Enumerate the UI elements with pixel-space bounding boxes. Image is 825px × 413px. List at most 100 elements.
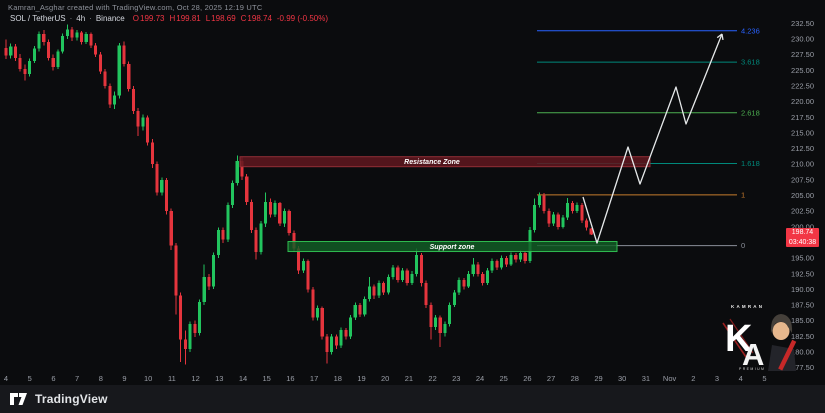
price-axis-label: 177.50 (791, 363, 814, 372)
red-slash-icon (729, 318, 754, 354)
red-slash-icon (722, 322, 747, 358)
candle-body (42, 33, 46, 43)
price-axis-label: 210.00 (791, 160, 814, 169)
time-axis-label: 21 (405, 374, 413, 383)
fib-label-1: 1 (741, 190, 745, 199)
legend-separator: · (89, 14, 92, 23)
candle-body (56, 51, 60, 68)
candlestick-series (4, 24, 593, 365)
candle-body (94, 45, 98, 55)
time-axis-label: 20 (381, 374, 389, 383)
candle-body (367, 286, 371, 299)
candle-body (523, 253, 527, 262)
candle-body (320, 308, 324, 337)
candle-body (485, 270, 489, 284)
candle-body (164, 179, 169, 212)
time-axis-label: 26 (523, 374, 531, 383)
candle-body (141, 117, 145, 127)
candle-body (197, 301, 202, 334)
candle-body (131, 89, 135, 111)
zone-label: Resistance Zone (404, 159, 460, 166)
time-axis-label: 15 (263, 374, 271, 383)
interval-label[interactable]: 4h (76, 14, 86, 23)
candle-body (334, 336, 338, 346)
candle-body (113, 95, 117, 105)
time-axis[interactable]: 4 5 6 7 8 9 10 11 12 13 14 15 16 17 18 19 20 21 22 23 24 25 26… (4, 374, 767, 383)
price-axis-label: 225.00 (791, 66, 814, 75)
candle-body (278, 203, 282, 224)
candle-body (193, 323, 197, 334)
fib-label-2.618: 2.618 (741, 108, 760, 117)
support-zone-rect[interactable]: Support zone (287, 241, 618, 253)
candle-body (301, 261, 305, 271)
candle-body (259, 223, 263, 252)
candle-body (46, 42, 51, 58)
resistance-zone[interactable] (239, 156, 651, 168)
projection-arrow[interactable] (582, 33, 724, 244)
candle-body (235, 161, 239, 183)
time-axis-label: 30 (618, 374, 626, 383)
price-axis-label: 205.00 (791, 191, 814, 200)
candle-body (377, 283, 381, 296)
candle-body (202, 276, 206, 302)
close-label: C (240, 14, 247, 23)
symbol-name[interactable]: SOL / TetherUS (10, 14, 66, 23)
candle-body (372, 286, 376, 296)
candle-body (84, 33, 88, 43)
candle-body (150, 142, 154, 165)
candle-body (207, 276, 211, 287)
watermark-letter-k: K (725, 318, 753, 360)
low-label: L (205, 14, 211, 23)
candle-body (122, 45, 126, 65)
candle-body (297, 248, 301, 271)
candle-body (490, 261, 494, 271)
candle-body (169, 211, 173, 246)
candle-body (457, 280, 461, 293)
candle-body (481, 273, 485, 284)
candle-body (65, 29, 69, 36)
price-axis-label: 180.00 (791, 348, 814, 357)
candle-body (98, 54, 102, 72)
candle-body (448, 305, 452, 324)
candle-body (363, 298, 367, 315)
candle-body (240, 161, 244, 177)
candle-body (23, 69, 27, 75)
time-axis-label: 23 (452, 374, 460, 383)
candle-body (216, 229, 220, 255)
candle-body (386, 276, 390, 293)
candle-body (212, 254, 216, 287)
candle-body (391, 267, 395, 277)
candle-body (424, 283, 428, 306)
support-zone[interactable] (287, 241, 618, 253)
candle-body (551, 214, 556, 224)
candle-body (70, 29, 74, 38)
candle-body (311, 289, 315, 318)
candle-body (136, 110, 140, 127)
low-value: 198.69 (211, 14, 236, 23)
candle-body (221, 229, 225, 240)
candle-body (51, 57, 55, 68)
price-axis-label: 227.50 (791, 50, 814, 59)
candle-body (349, 317, 353, 337)
candle-body (504, 258, 508, 265)
candle-body (18, 57, 22, 70)
time-axis-label: 9 (122, 374, 126, 383)
candle-body (509, 254, 513, 265)
character-hair (770, 314, 793, 333)
time-axis-label: 5 (762, 374, 766, 383)
tradingview-brand-text[interactable]: TradingView (35, 392, 108, 406)
time-axis-label: 7 (75, 374, 79, 383)
watermark-name-text: KAMRAN (731, 304, 765, 309)
candle-body (396, 267, 400, 281)
resistance-zone-rect[interactable]: Resistance Zone (239, 156, 651, 168)
high-value: 199.81 (176, 14, 201, 23)
fib-label-4.236: 4.236 (741, 26, 760, 35)
time-axis-label: 22 (428, 374, 436, 383)
tradingview-logo-icon[interactable] (10, 392, 28, 406)
time-axis-label: 17 (310, 374, 318, 383)
projection-path[interactable] (582, 33, 723, 244)
candle-body (28, 60, 32, 75)
